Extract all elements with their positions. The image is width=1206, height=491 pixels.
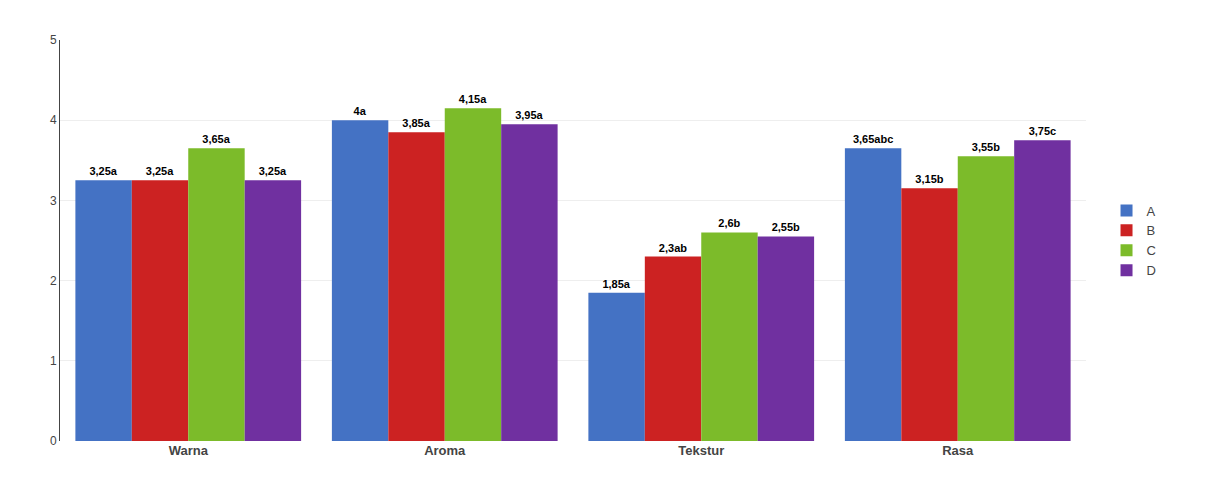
svg-text:3,25a: 3,25a	[259, 165, 287, 177]
svg-text:1: 1	[50, 354, 57, 368]
svg-text:Tekstur: Tekstur	[678, 443, 724, 458]
svg-text:3,25a: 3,25a	[89, 165, 117, 177]
svg-text:3: 3	[50, 194, 57, 208]
svg-text:4: 4	[50, 113, 57, 127]
svg-text:1,85a: 1,85a	[602, 278, 630, 290]
svg-text:3,65abc: 3,65abc	[853, 133, 893, 145]
svg-text:4a: 4a	[354, 105, 367, 117]
svg-text:3,85a: 3,85a	[402, 117, 430, 129]
svg-text:2: 2	[50, 274, 57, 288]
svg-text:0: 0	[50, 434, 57, 448]
svg-text:2,55b: 2,55b	[772, 221, 800, 233]
svg-text:B: B	[1147, 223, 1156, 238]
svg-text:Rasa: Rasa	[942, 443, 974, 458]
svg-text:Aroma: Aroma	[424, 443, 466, 458]
svg-text:3,15b: 3,15b	[915, 173, 943, 185]
svg-text:3,65a: 3,65a	[202, 133, 230, 145]
svg-text:4,15a: 4,15a	[459, 93, 487, 105]
svg-text:A: A	[1147, 204, 1156, 219]
svg-text:2,3ab: 2,3ab	[659, 242, 687, 254]
svg-text:5: 5	[50, 33, 57, 47]
svg-text:3,95a: 3,95a	[515, 109, 543, 121]
svg-text:3,75c: 3,75c	[1029, 125, 1057, 137]
svg-text:C: C	[1147, 243, 1156, 258]
svg-text:2,6b: 2,6b	[718, 217, 740, 229]
svg-text:3,55b: 3,55b	[972, 141, 1000, 153]
svg-text:D: D	[1147, 263, 1156, 278]
svg-text:3,25a: 3,25a	[146, 165, 174, 177]
svg-text:Warna: Warna	[169, 443, 209, 458]
